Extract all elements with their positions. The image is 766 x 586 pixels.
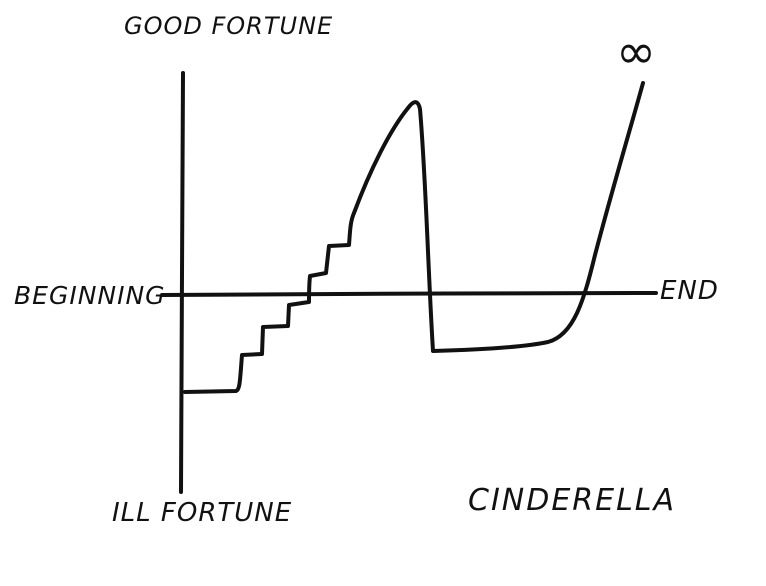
time-axis [160, 291, 658, 297]
story-curve [183, 81, 645, 394]
fortune-axis [179, 71, 185, 494]
ill-fortune-label: ILL FORTUNE [112, 498, 293, 528]
beginning-label: BEGINNING [14, 281, 166, 310]
end-label: END [660, 276, 719, 306]
diagram-title: CINDERELLA [468, 483, 677, 518]
infinity-symbol: ∞ [616, 24, 657, 80]
good-fortune-label: GOOD FORTUNE [124, 12, 334, 40]
